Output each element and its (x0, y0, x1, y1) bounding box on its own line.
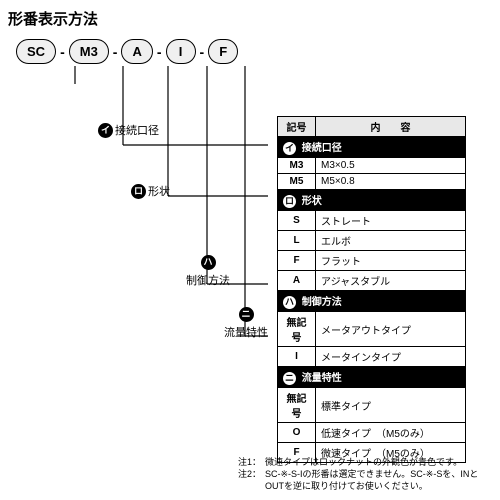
section-badge-icon: ロ (283, 195, 296, 208)
desc-cell: メータインタイプ (316, 347, 466, 367)
code-cell: M3 (278, 158, 316, 174)
table-row: Iメータインタイプ (278, 347, 466, 367)
spec-table: 記号 内 容 イ 接続口径M3M3×0.5M5M5×0.8ロ 形状SストレートL… (277, 116, 466, 463)
separator: - (157, 44, 162, 60)
desc-cell: エルボ (316, 231, 466, 251)
label-shape: ロ 形状 (131, 183, 170, 199)
desc-cell: アジャスタブル (316, 271, 466, 291)
col-code: 記号 (278, 117, 316, 137)
part-segment: F (208, 39, 238, 64)
footnote: 注2：SC-※-S-Iの形番は選定できません。SC-※-Sを、INとOUTを逆に… (238, 468, 488, 492)
footnote-text: SC-※-S-Iの形番は選定できません。SC-※-Sを、INとOUTを逆に取り付… (265, 468, 488, 492)
code-cell: 無記号 (278, 312, 316, 347)
code-cell: L (278, 231, 316, 251)
code-cell: S (278, 211, 316, 231)
part-segment: I (166, 39, 196, 64)
section-badge-icon: ニ (283, 372, 296, 385)
desc-cell: ストレート (316, 211, 466, 231)
table-row: Sストレート (278, 211, 466, 231)
footnote-text: 微速タイプはロックナットの外観色が青色です。 (265, 456, 462, 468)
section-header: ロ 形状 (278, 190, 466, 211)
label-control-method: ハ 制御方法 (186, 255, 230, 288)
label-text: 制御方法 (186, 272, 230, 288)
table-row: M3M3×0.5 (278, 158, 466, 174)
label-flow-char: ニ 流量特性 (224, 307, 268, 340)
code-cell: A (278, 271, 316, 291)
label-text: 形状 (148, 183, 170, 199)
table-row: 無記号メータアウトタイプ (278, 312, 466, 347)
part-segment: M3 (69, 39, 109, 64)
section-header: ハ 制御方法 (278, 291, 466, 312)
badge-ha-icon: ハ (201, 255, 216, 270)
code-cell: I (278, 347, 316, 367)
footnotes: 注1： 微速タイプはロックナットの外観色が青色です。注2：SC-※-S-Iの形番は… (238, 456, 488, 492)
table-row: 無記号標準タイプ (278, 388, 466, 423)
footnote-label: 注1： (238, 456, 261, 468)
footnote: 注1： 微速タイプはロックナットの外観色が青色です。 (238, 456, 488, 468)
badge-i-icon: イ (98, 123, 113, 138)
table-row: Aアジャスタブル (278, 271, 466, 291)
code-cell: 無記号 (278, 388, 316, 423)
desc-cell: 低速タイプ （M5のみ） (316, 423, 466, 443)
desc-cell: 標準タイプ (316, 388, 466, 423)
table-row: M5M5×0.8 (278, 174, 466, 190)
section-header: ニ 流量特性 (278, 367, 466, 388)
section-badge-icon: ハ (283, 296, 296, 309)
desc-cell: フラット (316, 251, 466, 271)
part-segment: A (121, 39, 152, 64)
label-connection-size: イ 接続口径 (98, 122, 159, 138)
desc-cell: メータアウトタイプ (316, 312, 466, 347)
part-number-row: SC - M3 - A - I - F (16, 39, 492, 64)
section-badge-icon: イ (283, 142, 296, 155)
separator: - (113, 44, 118, 60)
code-cell: F (278, 251, 316, 271)
separator: - (60, 44, 65, 60)
page-title: 形番表示方法 (8, 8, 492, 29)
footnote-label: 注2： (238, 468, 261, 492)
label-text: 接続口径 (115, 122, 159, 138)
badge-ni-icon: ニ (239, 307, 254, 322)
separator: - (200, 44, 205, 60)
desc-cell: M5×0.8 (316, 174, 466, 190)
part-segment: SC (16, 39, 56, 64)
table-row: Lエルボ (278, 231, 466, 251)
label-text: 流量特性 (224, 324, 268, 340)
desc-cell: M3×0.5 (316, 158, 466, 174)
table-row: Fフラット (278, 251, 466, 271)
badge-ro-icon: ロ (131, 184, 146, 199)
code-cell: M5 (278, 174, 316, 190)
table-header: 記号 内 容 (278, 117, 466, 137)
section-header: イ 接続口径 (278, 137, 466, 158)
code-cell: O (278, 423, 316, 443)
table-row: O低速タイプ （M5のみ） (278, 423, 466, 443)
col-desc: 内 容 (316, 117, 466, 137)
